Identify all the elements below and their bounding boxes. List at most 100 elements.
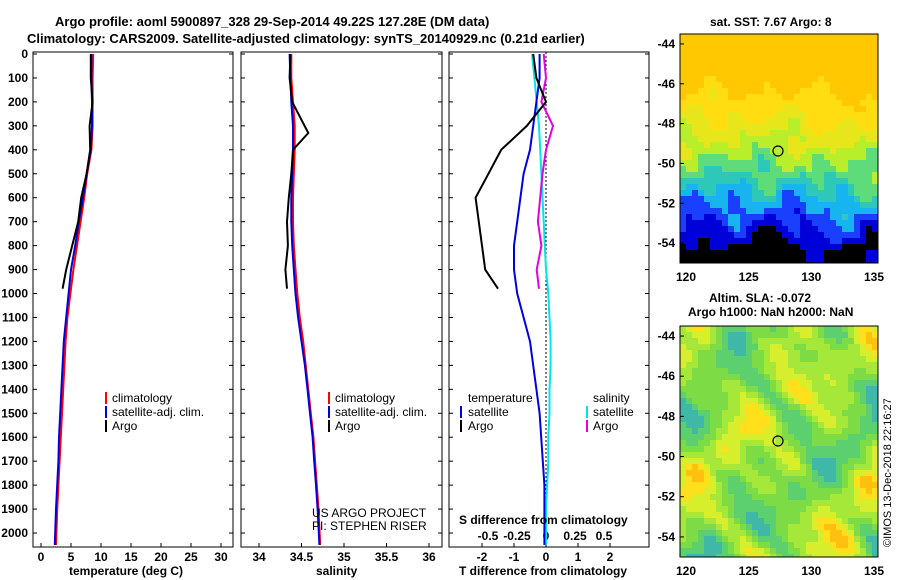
sla-cell xyxy=(794,368,800,374)
sst-cell xyxy=(722,94,728,100)
sla-cell xyxy=(740,368,746,374)
sst-cell xyxy=(842,244,848,250)
sst-cell xyxy=(800,226,806,232)
sla-cell xyxy=(812,350,818,356)
sst-cell xyxy=(740,220,746,226)
sla-cell xyxy=(716,380,722,386)
sla-cell xyxy=(794,386,800,392)
sla-cell xyxy=(818,494,824,500)
sst-cell xyxy=(764,94,770,100)
sla-cell xyxy=(734,416,740,422)
sla-cell xyxy=(800,464,806,470)
sla-cell xyxy=(752,530,758,536)
sst-cell xyxy=(764,124,770,130)
sla-cell xyxy=(794,452,800,458)
sst-cell xyxy=(782,94,788,100)
sst-cell xyxy=(680,214,686,220)
sla-cell xyxy=(746,428,752,434)
sla-cell xyxy=(680,356,686,362)
sla-cell xyxy=(698,530,704,536)
sst-cell xyxy=(788,100,794,106)
sla-cell xyxy=(794,542,800,548)
sla-cell xyxy=(866,404,872,410)
sst-cell xyxy=(812,196,818,202)
sst-cell xyxy=(740,130,746,136)
sst-cell xyxy=(794,118,800,124)
sst-cell xyxy=(782,82,788,88)
sst-cell xyxy=(866,172,872,178)
sst-cell xyxy=(752,148,758,154)
sst-cell xyxy=(740,244,746,250)
sst-cell xyxy=(866,148,872,154)
sla-cell xyxy=(746,362,752,368)
sla-cell xyxy=(722,326,728,332)
sst-cell xyxy=(842,82,848,88)
sla-cell xyxy=(770,350,776,356)
sst-cell xyxy=(686,34,692,40)
sla-cell xyxy=(692,410,698,416)
sla-cell xyxy=(740,422,746,428)
sla-cell xyxy=(860,404,866,410)
sla-cell xyxy=(752,410,758,416)
sst-cell xyxy=(722,70,728,76)
sst-cell xyxy=(806,40,812,46)
sst-cell xyxy=(830,196,836,202)
sst-cell xyxy=(830,130,836,136)
sla-cell xyxy=(830,440,836,446)
sst-cell xyxy=(788,136,794,142)
sst-cell xyxy=(836,76,842,82)
sla-cell xyxy=(830,374,836,380)
sst-cell xyxy=(680,88,686,94)
sla-cell xyxy=(818,416,824,422)
sla-cell xyxy=(818,368,824,374)
sst-cell xyxy=(710,58,716,64)
sla-cell xyxy=(824,362,830,368)
sst-cell xyxy=(704,208,710,214)
sla-cell xyxy=(800,386,806,392)
sla-cell xyxy=(824,410,830,416)
sla-cell xyxy=(854,404,860,410)
sst-cell xyxy=(704,154,710,160)
sst-cell xyxy=(818,136,824,142)
sst-cell xyxy=(704,46,710,52)
sla-cell xyxy=(758,338,764,344)
sst-cell xyxy=(848,190,854,196)
sla-cell xyxy=(794,434,800,440)
sst-cell xyxy=(866,184,872,190)
sla-cell xyxy=(806,368,812,374)
sla-cell xyxy=(734,536,740,542)
sst-cell xyxy=(842,100,848,106)
sla-cell xyxy=(806,518,812,524)
sla-cell xyxy=(812,548,818,554)
sst-cell xyxy=(704,100,710,106)
sst-cell xyxy=(776,256,782,262)
sla-cell xyxy=(686,416,692,422)
sst-cell xyxy=(722,196,728,202)
sla-cell xyxy=(770,530,776,536)
sla-cell xyxy=(830,422,836,428)
sla-cell xyxy=(758,392,764,398)
sst-cell xyxy=(704,88,710,94)
sla-cell xyxy=(872,410,878,416)
sst-cell xyxy=(740,58,746,64)
sst-cell xyxy=(848,112,854,118)
sla-cell xyxy=(734,458,740,464)
sla-cell xyxy=(842,326,848,332)
sst-cell xyxy=(716,226,722,232)
sst-cell xyxy=(716,94,722,100)
sst-cell xyxy=(860,256,866,262)
sst-cell xyxy=(788,106,794,112)
sst-cell xyxy=(794,202,800,208)
sst-cell xyxy=(734,166,740,172)
sla-cell xyxy=(734,332,740,338)
sst-cell xyxy=(782,226,788,232)
sst-cell xyxy=(776,226,782,232)
sla-cell xyxy=(848,422,854,428)
sla-cell xyxy=(728,398,734,404)
sst-cell xyxy=(758,238,764,244)
sst-cell xyxy=(806,82,812,88)
sst-cell xyxy=(734,214,740,220)
sst-cell xyxy=(758,172,764,178)
sla-cell xyxy=(842,434,848,440)
sst-cell xyxy=(740,250,746,256)
